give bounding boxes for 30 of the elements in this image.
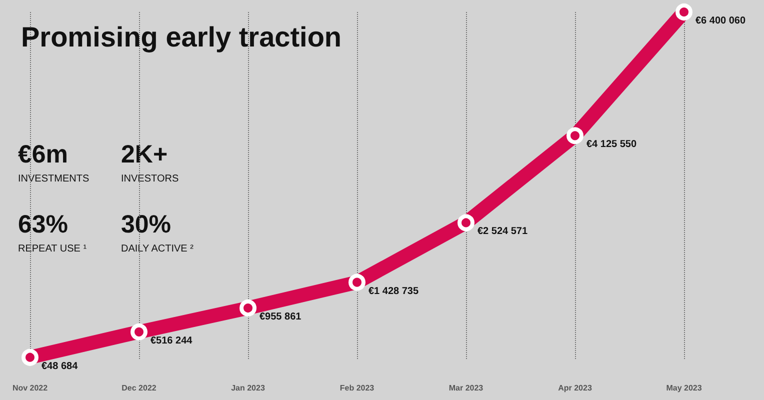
point: [348, 274, 366, 291]
point: [240, 300, 256, 317]
point: [22, 348, 38, 366]
data-label: €2 524 571: [478, 226, 528, 238]
point: [566, 127, 584, 144]
annotation: DAILY ACTIVE ²: [121, 244, 194, 254]
x-tick-label: May 2023: [666, 384, 702, 392]
data-label: €1 428 735: [368, 286, 419, 297]
annotation: 63%: [18, 210, 68, 238]
data-label: €4 125 550: [586, 139, 637, 150]
annotation: INVESTMENTS: [18, 174, 90, 184]
x-tick-label: Dec 2022: [122, 384, 157, 392]
x-tick-label: Feb 2023: [340, 384, 375, 392]
data-label: €48 684: [42, 360, 78, 372]
point: [458, 214, 474, 232]
annotation: 30%: [121, 210, 172, 238]
data-label: €516 244: [150, 335, 193, 346]
annotation: REPEAT USE ¹: [18, 244, 88, 254]
data-label: €955 861: [260, 312, 302, 323]
data-label: €6 400 060: [696, 16, 746, 26]
chart-title: Promising early traction: [21, 22, 342, 52]
annotation: 2K+: [121, 140, 168, 168]
point: [130, 323, 148, 340]
x-tick-label: Jan 2023: [231, 384, 266, 392]
x-tick-label: Apr 2023: [558, 384, 592, 392]
annotation: INVESTORS: [121, 174, 179, 184]
x-tick-label: Mar 2023: [448, 384, 484, 392]
point: [676, 4, 692, 20]
annotation: €6m: [18, 140, 68, 168]
x-tick-label: Nov 2022: [12, 384, 48, 392]
